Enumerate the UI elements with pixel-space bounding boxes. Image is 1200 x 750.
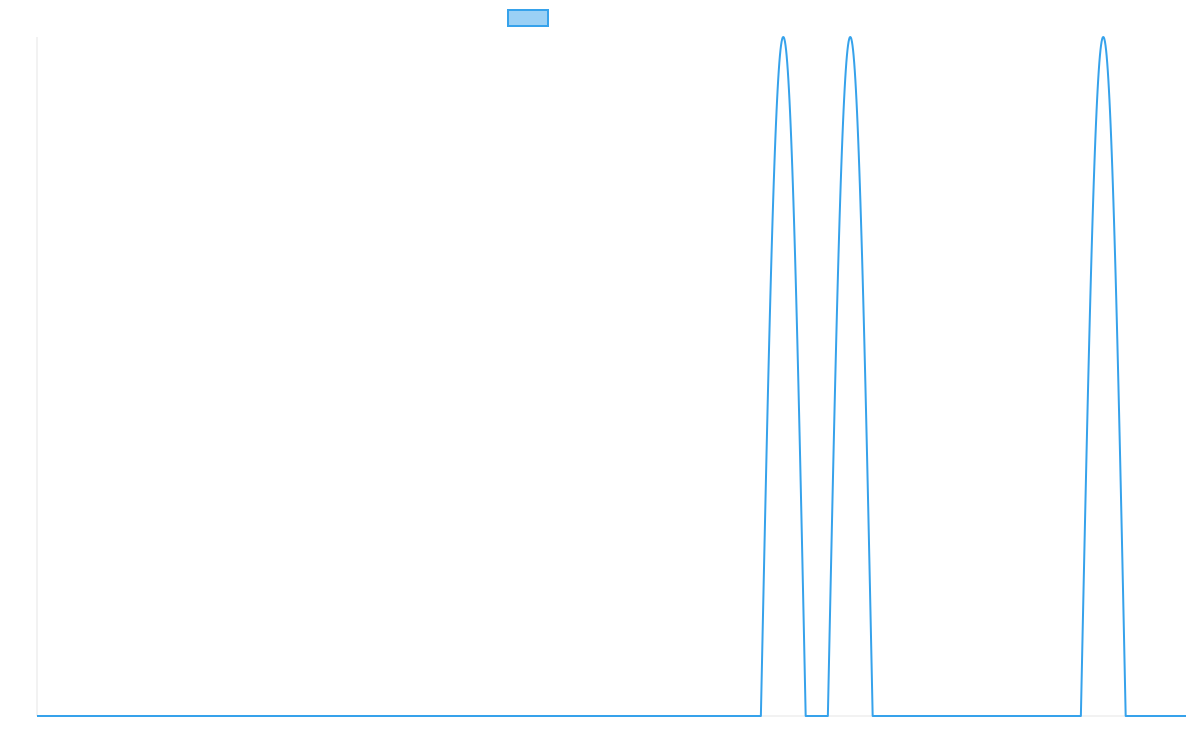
legend-item[interactable] xyxy=(507,9,549,27)
legend xyxy=(507,9,549,27)
legend-swatch[interactable] xyxy=(507,9,549,27)
axes xyxy=(36,37,1186,717)
series-layer xyxy=(37,36,1186,717)
series-line xyxy=(37,36,1186,717)
